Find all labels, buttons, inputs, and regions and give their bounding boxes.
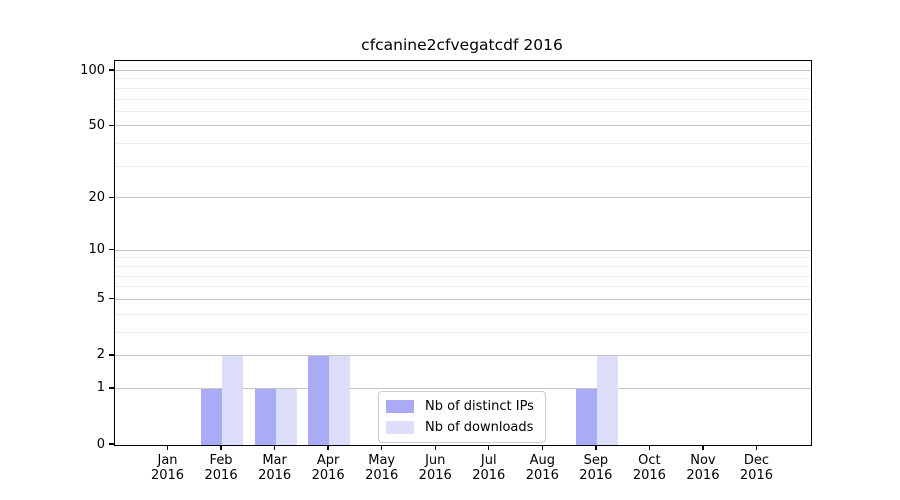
gridline-major-1 <box>115 387 811 389</box>
gridline-minor-40 <box>115 143 811 145</box>
y-tick-label-20: 20 <box>88 189 105 205</box>
x-tick-nov <box>702 445 704 451</box>
x-tick-label-may: May 2016 <box>365 453 399 483</box>
x-tick-label-feb: Feb 2016 <box>204 453 238 483</box>
x-tick-dec <box>755 445 758 451</box>
legend-item-nb-of-downloads: Nb of downloads <box>386 419 537 436</box>
bar-mar-nb-of-distinct-ips <box>254 388 276 445</box>
x-tick-label-nov: Nov 2016 <box>686 453 720 483</box>
x-tick-label-oct: Oct 2016 <box>632 453 666 483</box>
gridline-major-5 <box>115 298 811 300</box>
gridline-minor-4 <box>115 313 811 315</box>
gridline-minor-6 <box>115 286 811 288</box>
legend-swatch-nb-of-distinct-ips <box>386 400 414 413</box>
y-tick-label-5: 5 <box>96 291 105 307</box>
x-tick-may <box>380 445 383 451</box>
gridline-major-10 <box>115 249 811 251</box>
gridline-minor-3 <box>115 331 811 333</box>
y-tick-label-0: 0 <box>96 436 105 452</box>
x-tick-sep <box>595 445 597 451</box>
legend-item-nb-of-distinct-ips: Nb of distinct IPs <box>386 398 537 415</box>
legend-label-nb-of-downloads: Nb of downloads <box>425 420 534 435</box>
gridline-minor-60 <box>115 110 811 112</box>
gridline-minor-9 <box>115 257 811 259</box>
y-tick-label-100: 100 <box>80 62 105 78</box>
gridline-minor-90 <box>115 78 811 80</box>
bar-feb-nb-of-distinct-ips <box>201 388 223 445</box>
x-tick-label-mar: Mar 2016 <box>258 453 292 483</box>
legend-swatch-nb-of-downloads <box>386 421 414 434</box>
bar-mar-nb-of-downloads <box>275 388 297 445</box>
x-tick-aug <box>541 445 543 451</box>
y-tick-label-1: 1 <box>96 380 105 396</box>
x-tick-label-jun: Jun 2016 <box>418 453 452 483</box>
x-tick-label-apr: Apr 2016 <box>311 453 345 483</box>
y-tick-1 <box>109 387 114 389</box>
y-tick-label-2: 2 <box>96 347 105 363</box>
x-tick-feb <box>220 445 222 451</box>
y-tick-2 <box>109 354 114 356</box>
y-tick-0 <box>109 443 114 445</box>
gridline-minor-8 <box>115 265 811 267</box>
chart-title: cfcanine2cfvegatcdf 2016 <box>361 36 563 54</box>
y-tick-5 <box>109 298 114 300</box>
gridline-minor-80 <box>115 87 811 89</box>
bar-apr-nb-of-distinct-ips <box>308 355 330 445</box>
bar-sep-nb-of-distinct-ips <box>575 388 597 445</box>
gridline-minor-70 <box>115 98 811 100</box>
x-tick-apr <box>327 445 329 451</box>
bar-apr-nb-of-downloads <box>329 355 351 445</box>
bar-sep-nb-of-downloads <box>596 355 618 445</box>
x-tick-mar <box>273 445 276 451</box>
y-tick-50 <box>109 124 114 127</box>
x-tick-jan <box>166 445 169 451</box>
y-tick-20 <box>109 196 114 198</box>
y-tick-label-50: 50 <box>88 117 105 133</box>
gridline-minor-7 <box>115 275 811 277</box>
y-tick-10 <box>109 248 114 251</box>
gridline-minor-30 <box>115 165 811 167</box>
gridline-major-100 <box>115 70 811 71</box>
gridline-major-50 <box>115 125 811 127</box>
y-tick-label-10: 10 <box>88 242 105 258</box>
gridline-major-2 <box>115 354 811 356</box>
gridline-major-20 <box>115 197 811 199</box>
x-tick-label-dec: Dec 2016 <box>739 453 773 483</box>
legend-label-nb-of-distinct-ips: Nb of distinct IPs <box>425 399 534 414</box>
x-tick-label-jan: Jan 2016 <box>150 453 185 483</box>
bar-feb-nb-of-downloads <box>222 355 244 445</box>
plot-area <box>114 60 812 446</box>
y-tick-100 <box>109 69 114 71</box>
x-tick-label-sep: Sep 2016 <box>579 453 613 483</box>
x-tick-jul <box>488 445 490 451</box>
x-tick-label-aug: Aug 2016 <box>525 453 559 483</box>
x-tick-jun <box>434 445 436 451</box>
x-tick-oct <box>648 445 651 451</box>
x-tick-label-jul: Jul 2016 <box>472 453 506 483</box>
legend: Nb of distinct IPs Nb of downloads <box>378 391 546 443</box>
